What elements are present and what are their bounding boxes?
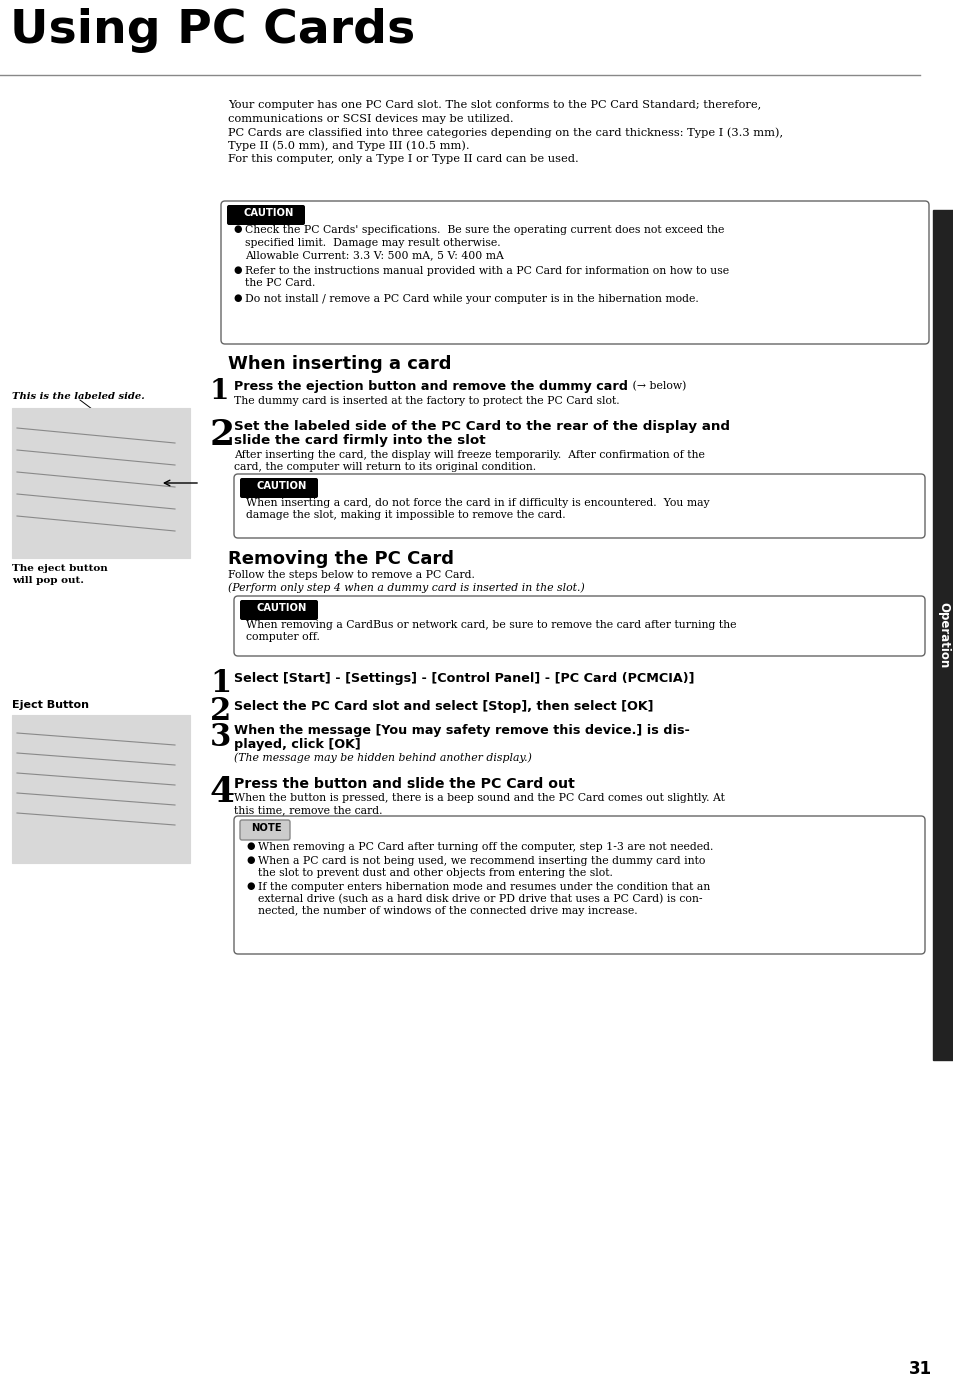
Text: PC Cards are classified into three categories depending on the card thickness: T: PC Cards are classified into three categ… xyxy=(228,127,782,137)
Text: Select the PC Card slot and select [Stop], then select [OK]: Select the PC Card slot and select [Stop… xyxy=(233,700,653,713)
Text: 2: 2 xyxy=(210,418,234,452)
Text: Do not install / remove a PC Card while your computer is in the hibernation mode: Do not install / remove a PC Card while … xyxy=(245,294,698,303)
Text: CAUTION: CAUTION xyxy=(256,481,307,491)
FancyBboxPatch shape xyxy=(227,206,305,225)
Text: ●: ● xyxy=(233,266,241,274)
Text: When inserting a card, do not force the card in if difficulty is encountered.  Y: When inserting a card, do not force the … xyxy=(246,498,709,507)
Text: ●: ● xyxy=(246,856,254,865)
Text: If the computer enters hibernation mode and resumes under the condition that an: If the computer enters hibernation mode … xyxy=(257,882,709,892)
Text: For this computer, only a Type I or Type II card can be used.: For this computer, only a Type I or Type… xyxy=(228,154,578,164)
Text: When the message [You may safety remove this device.] is dis-: When the message [You may safety remove … xyxy=(233,724,689,737)
Text: played, click [OK]: played, click [OK] xyxy=(233,738,360,751)
Text: This is the labeled side.: This is the labeled side. xyxy=(12,391,145,401)
Text: Set the labeled side of the PC Card to the rear of the display and: Set the labeled side of the PC Card to t… xyxy=(233,419,729,433)
FancyBboxPatch shape xyxy=(240,600,317,619)
Text: Using PC Cards: Using PC Cards xyxy=(10,8,415,53)
Text: nected, the number of windows of the connected drive may increase.: nected, the number of windows of the con… xyxy=(257,906,637,916)
Text: After inserting the card, the display will freeze temporarily.  After confirmati: After inserting the card, the display wi… xyxy=(233,450,704,460)
Text: (The message may be hidden behind another display.): (The message may be hidden behind anothe… xyxy=(233,752,532,762)
Text: the slot to prevent dust and other objects from entering the slot.: the slot to prevent dust and other objec… xyxy=(257,868,612,878)
Text: ●: ● xyxy=(233,294,241,302)
Text: computer off.: computer off. xyxy=(246,632,319,642)
FancyBboxPatch shape xyxy=(233,596,924,656)
Text: 3: 3 xyxy=(210,721,232,754)
Text: When inserting a card: When inserting a card xyxy=(228,355,451,373)
Text: 1: 1 xyxy=(210,377,229,405)
Text: When a PC card is not being used, we recommend inserting the dummy card into: When a PC card is not being used, we rec… xyxy=(257,856,704,865)
Text: When removing a CardBus or network card, be sure to remove the card after turnin: When removing a CardBus or network card,… xyxy=(246,619,736,630)
Text: Press the ejection button and remove the dummy card: Press the ejection button and remove the… xyxy=(233,380,627,393)
Text: 1: 1 xyxy=(210,668,231,699)
Text: When the button is pressed, there is a beep sound and the PC Card comes out slig: When the button is pressed, there is a b… xyxy=(233,793,724,802)
Text: damage the slot, making it impossible to remove the card.: damage the slot, making it impossible to… xyxy=(246,510,565,520)
Text: communications or SCSI devices may be utilized.: communications or SCSI devices may be ut… xyxy=(228,113,513,123)
Text: ●: ● xyxy=(246,882,254,891)
FancyBboxPatch shape xyxy=(221,201,928,344)
Text: this time, remove the card.: this time, remove the card. xyxy=(233,805,382,815)
Text: Operation: Operation xyxy=(937,603,949,668)
Text: CAUTION: CAUTION xyxy=(256,603,307,612)
Text: Select [Start] - [Settings] - [Control Panel] - [PC Card (PCMCIA)]: Select [Start] - [Settings] - [Control P… xyxy=(233,672,694,685)
Text: The dummy card is inserted at the factory to protect the PC Card slot.: The dummy card is inserted at the factor… xyxy=(233,396,619,405)
FancyBboxPatch shape xyxy=(233,816,924,953)
Text: (→ below): (→ below) xyxy=(628,382,685,391)
Bar xyxy=(932,210,953,1060)
Text: Eject Button: Eject Button xyxy=(12,700,89,710)
Text: Type II (5.0 mm), and Type III (10.5 mm).: Type II (5.0 mm), and Type III (10.5 mm)… xyxy=(228,141,469,151)
Text: Allowable Current: 3.3 V: 500 mA, 5 V: 400 mA: Allowable Current: 3.3 V: 500 mA, 5 V: 4… xyxy=(245,250,503,260)
Text: (Perform only step 4 when a dummy card is inserted in the slot.): (Perform only step 4 when a dummy card i… xyxy=(228,582,584,593)
Text: CAUTION: CAUTION xyxy=(244,208,294,218)
Text: NOTE: NOTE xyxy=(251,823,281,833)
Text: When removing a PC Card after turning off the computer, step 1-3 are not needed.: When removing a PC Card after turning of… xyxy=(257,842,713,851)
Text: card, the computer will return to its original condition.: card, the computer will return to its or… xyxy=(233,461,536,473)
FancyBboxPatch shape xyxy=(233,474,924,538)
Text: will pop out.: will pop out. xyxy=(12,576,84,584)
Text: the PC Card.: the PC Card. xyxy=(245,278,315,288)
Text: 4: 4 xyxy=(210,774,234,809)
Text: Your computer has one PC Card slot. The slot conforms to the PC Card Standard; t: Your computer has one PC Card slot. The … xyxy=(228,101,760,110)
Text: Follow the steps below to remove a PC Card.: Follow the steps below to remove a PC Ca… xyxy=(228,570,475,580)
Text: Refer to the instructions manual provided with a PC Card for information on how : Refer to the instructions manual provide… xyxy=(245,266,728,275)
Text: The eject button: The eject button xyxy=(12,563,108,573)
Text: ●: ● xyxy=(233,225,241,233)
Text: ●: ● xyxy=(246,842,254,851)
Text: external drive (such as a hard disk drive or PD drive that uses a PC Card) is co: external drive (such as a hard disk driv… xyxy=(257,893,701,905)
Text: Press the button and slide the PC Card out: Press the button and slide the PC Card o… xyxy=(233,777,575,791)
FancyBboxPatch shape xyxy=(240,821,290,840)
Text: Check the PC Cards' specifications.  Be sure the operating current does not exce: Check the PC Cards' specifications. Be s… xyxy=(245,225,723,235)
Text: Removing the PC Card: Removing the PC Card xyxy=(228,549,454,568)
Text: slide the card firmly into the slot: slide the card firmly into the slot xyxy=(233,433,485,447)
Text: specified limit.  Damage may result otherwise.: specified limit. Damage may result other… xyxy=(245,238,500,247)
Text: 2: 2 xyxy=(210,696,231,727)
Bar xyxy=(12,408,190,558)
FancyBboxPatch shape xyxy=(240,478,317,498)
Bar xyxy=(12,714,190,863)
Text: 31: 31 xyxy=(908,1360,931,1378)
